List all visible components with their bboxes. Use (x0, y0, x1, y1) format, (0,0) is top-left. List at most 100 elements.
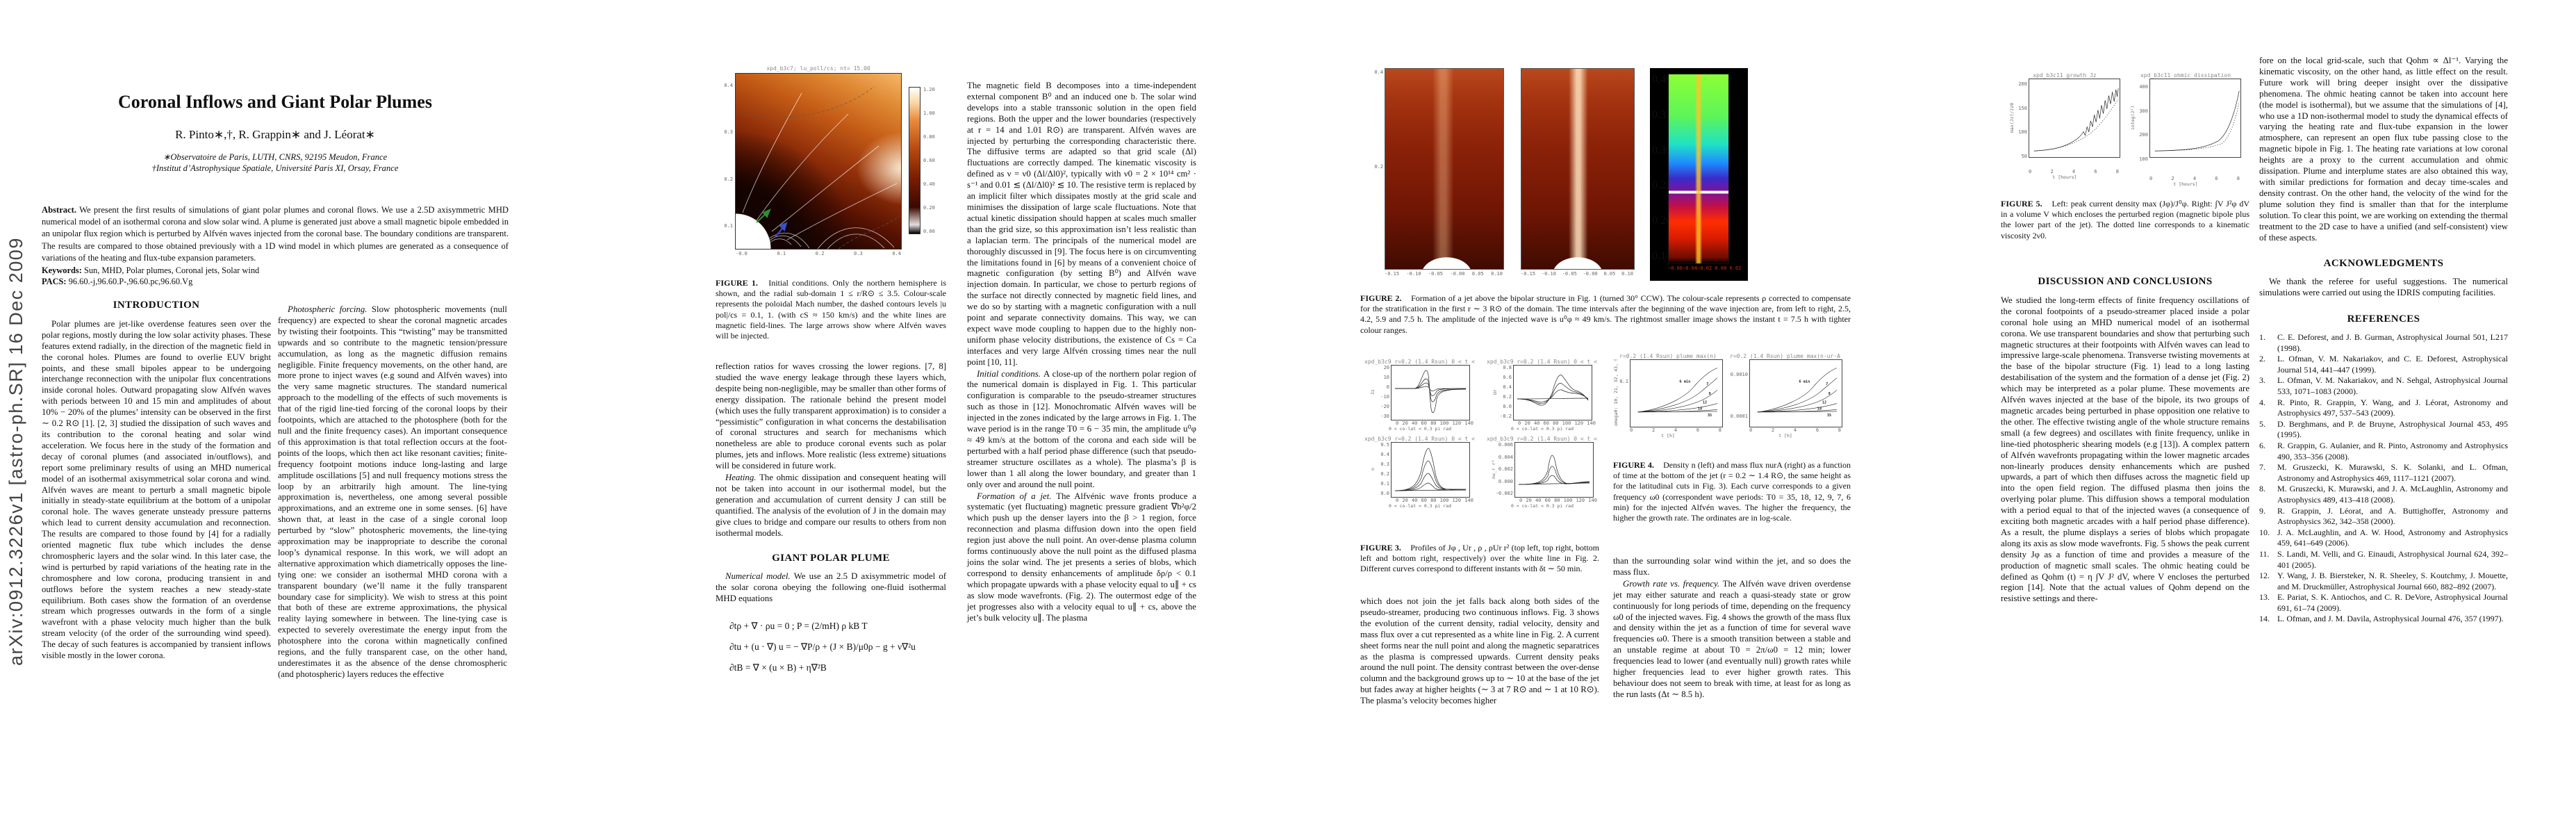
figure5-left-xticks: 0 2 4 6 8 (2029, 169, 2119, 174)
paragraph: The magnetic field B decomposes into a t… (967, 81, 1196, 367)
tick-label: 100 (1439, 498, 1449, 503)
tick-label: 0.4 (1380, 452, 1389, 457)
figure5-right-curves (2149, 79, 2241, 158)
tick-label: 100 (1562, 420, 1571, 426)
tick-label: 0.8 (1503, 365, 1512, 370)
curve-label: 12 (1822, 401, 1826, 405)
figure4-right-xlabel: t [h] (1778, 433, 1792, 439)
tick-label: 0.2 (1374, 164, 1383, 170)
reference-text: L. Ofman, V. M. Nakariakov, and C. E. De… (2277, 354, 2508, 375)
tick-label: 400 (2139, 84, 2148, 90)
tick-label: 20 (1402, 498, 1408, 503)
abstract: Abstract. We present the first results o… (42, 204, 509, 264)
alfven-injection-arrow-blue (774, 222, 788, 238)
column-intro: INTRODUCTION Polar plumes are jet-like o… (42, 300, 271, 662)
reference-text: J. A. McLaughlin, and A. W. Hood, Astron… (2277, 527, 2508, 548)
tick-label: 0.25 (1652, 179, 1671, 192)
tick-label: 0.000 (1498, 478, 1513, 484)
tick-label: 40 (1411, 498, 1418, 503)
tick-label: 0.10 (1621, 271, 1633, 277)
figure5-right-yticks: 400 300 200 100 (2136, 79, 2149, 176)
tick-label: 50 (2021, 153, 2027, 159)
tick-label: 0 (1396, 420, 1399, 426)
reference-text: R. Pinto, R. Grappin, Y. Wang, and J. Lé… (2277, 397, 2508, 418)
tick-label: -0.0 (736, 251, 748, 256)
tick-label: 60 (1421, 420, 1427, 426)
tick-label: 0 (2029, 169, 2032, 174)
figure5-right-ylabel: integ(J²) (2130, 105, 2136, 130)
tick-label: -0.15 (1521, 271, 1536, 277)
tick-label: 140 (1464, 498, 1473, 503)
paragraph-lead: Initial conditions. (977, 368, 1044, 379)
reference-text: E. Pariat, S. K. Antiochos, and C. R. De… (2277, 592, 2508, 613)
figure5-caption-text: Left: peak current density max (Jφ)/J⁰φ.… (2001, 199, 2249, 240)
tick-label: 0 (2149, 176, 2153, 181)
reference-item: 5. D. Berghmans, and P. de Bruyne, Astrop… (2259, 419, 2508, 441)
tick-label: 0.20 (923, 205, 935, 211)
tick-label: 150 (2018, 105, 2027, 111)
figure3-plot3-xticks: 0 20 40 60 80 100 120 140 (1396, 498, 1473, 503)
reference-item: 6. R. Grappin, G. Aulanier, and R. Pinto,… (2259, 441, 2508, 462)
tick-label: 0.1 (1619, 379, 1628, 384)
reference-number: 13. (2259, 592, 2270, 603)
reference-item: 12. Y. Wang, J. B. Biersteker, N. R. Shee… (2259, 571, 2508, 592)
reference-item: 10. J. A. McLaughlin, and A. W. Hood, Ast… (2259, 528, 2508, 549)
tick-label: 60 (1544, 498, 1551, 503)
figure3-plot1-xticks: 0 20 40 60 80 100 120 140 (1396, 420, 1473, 426)
tick-label: 0.05 (1603, 271, 1616, 277)
tick-label: 0.002 (1498, 466, 1513, 472)
tick-label: 0.30 (1652, 144, 1671, 156)
tick-label: 2 (2050, 169, 2054, 174)
curve-label: 6 min (1679, 380, 1690, 384)
tick-label: 0.40 (1652, 74, 1671, 85)
tick-label: 0.006 (1498, 442, 1513, 448)
pacs-line: PACS: 96.60.-j,96.60.P-,96.60.pc,96.60.V… (42, 277, 509, 288)
reference-text: L. Ofman, and J. M. Davila, Astrophysica… (2277, 614, 2504, 624)
figure5-left-xlabel: t [hours] (2052, 174, 2077, 180)
tick-label: 40 (1411, 420, 1418, 426)
figure3-plot3-ylabel: n (1370, 468, 1376, 471)
tick-label: -30 (1380, 414, 1389, 419)
paragraph: Initial conditions. A close-up of the no… (967, 368, 1196, 489)
tick-label: 4 (1674, 427, 1678, 433)
reference-text: M. Gruszecki, K. Murawski, and J. A. McL… (2277, 484, 2508, 505)
reference-number: 14. (2259, 614, 2270, 624)
figure3-plot-n: xpd_b3c9 r=0.2 (1.4 Rsun) 0 < t < 8h n 0… (1362, 436, 1478, 509)
tick-label: 6 (1696, 427, 1700, 433)
tick-label: -20 (1380, 404, 1389, 409)
figure1-mach-map (735, 73, 902, 250)
tick-label: 0.15 (1652, 250, 1671, 262)
figure1-colorbar-labels: 1.20 1.00 0.80 0.60 0.40 0.20 0.00 (920, 87, 943, 234)
tick-label: 20 (1402, 420, 1408, 426)
reference-item: 11. S. Landi, M. Velli, and G. Einaudi, A… (2259, 549, 2508, 571)
reference-number: 12. (2259, 571, 2270, 581)
equation-momentum: ∂tu + (u · ∇) u = − ∇P/ρ + (J × B)/μ0ρ −… (729, 641, 916, 653)
figure4-caption-text: Density n (left) and mass flux nurA (rig… (1613, 460, 1851, 523)
figure4-left-xticks: 0 2 4 6 8 (1630, 427, 1722, 433)
tick-label: 0.2 (815, 251, 825, 256)
reference-item: 3. L. Ofman, V. M. Nakariakov, and N. Seh… (2259, 375, 2508, 397)
tick-label: 200 (2018, 81, 2027, 87)
affiliation-2: †Institut d’Astrophysique Spatiale, Univ… (151, 163, 399, 173)
reference-number: 10. (2259, 527, 2270, 537)
figure3-caption-label: FIGURE 3. (1360, 543, 1401, 553)
figure3-plot1-curves (1391, 365, 1470, 420)
tick-label: 0.4 (1374, 70, 1383, 75)
figure2-panel1-x-axis: -0.15 -0.10 -0.05 -0.00 0.05 0.10 (1385, 270, 1503, 277)
tick-label: 300 (2139, 108, 2148, 114)
reference-number: 6. (2259, 440, 2265, 450)
figure3-plot4-yticks: 0.006 0.004 0.002 0.000 -0.002 (1496, 442, 1514, 496)
tick-label: 6 (2094, 169, 2097, 174)
tick-label: 0.2 (724, 176, 733, 182)
figure4-left-plot: r=0.2 (1.4 Rsun) plume max(n) omega0: 10… (1613, 353, 1723, 439)
curve-label: 7 (1706, 382, 1708, 386)
column-growth-rate: than the surrounding solar wind within t… (1613, 556, 1851, 701)
tick-label: 80 (1553, 420, 1559, 426)
reference-number: 7. (2259, 462, 2265, 473)
paragraph: Numerical model. We use an 2.5 D axisymm… (716, 571, 946, 604)
reference-number: 11. (2259, 548, 2270, 559)
figure2-panel-2: -0.15 -0.10 -0.05 -0.00 0.05 0.10 (1521, 68, 1635, 277)
figure2-rainbow-panel: 0.40 0.35 0.30 0.25 0.20 0.15 −0.06−0.04−0.02… (1650, 68, 1749, 281)
figure1-x-axis: -0.0 0.1 0.2 0.3 0.4 (736, 250, 901, 256)
tick-label: 2 (1651, 427, 1656, 433)
